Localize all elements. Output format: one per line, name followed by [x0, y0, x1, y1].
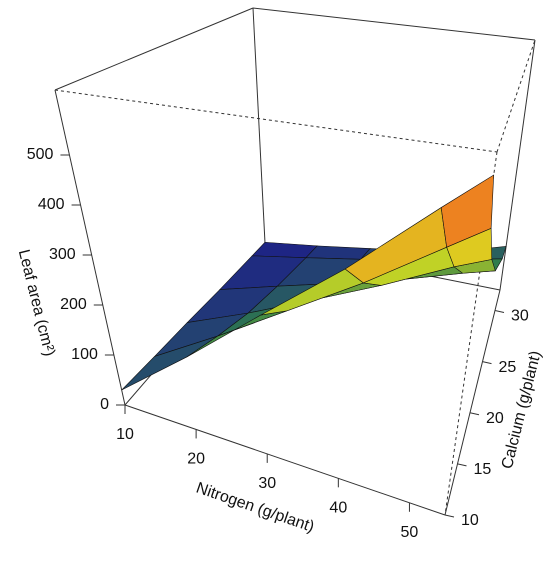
z-tick-label: 400 [38, 196, 65, 213]
y-tick-label: 25 [499, 359, 517, 376]
x-tick-label: 30 [258, 475, 276, 492]
z-axis-title: Leaf area (cm²) [15, 248, 58, 358]
surface-patch [251, 241, 318, 259]
z-tick-label: 300 [49, 246, 76, 263]
box-edge [496, 39, 536, 153]
y-tick-label: 30 [511, 308, 529, 325]
y-tick-label: 15 [474, 461, 492, 478]
surface-patch [440, 174, 495, 248]
box-edge [54, 89, 498, 153]
z-tick-label: 500 [27, 146, 54, 163]
box-edge [54, 89, 126, 406]
z-tick-label: 0 [100, 396, 109, 413]
x-tick-label: 40 [329, 500, 347, 517]
y-tick-label: 20 [486, 410, 504, 427]
box-edge [124, 404, 446, 516]
box-edge [252, 7, 266, 244]
box-edge [444, 289, 501, 516]
y-tick-label: 10 [461, 512, 479, 529]
y-tick [444, 514, 455, 518]
x-axis-title: Nitrogen (g/plant) [194, 480, 316, 536]
x-tick-label: 20 [187, 451, 205, 468]
box-edge [54, 7, 254, 91]
y-tick [469, 412, 480, 416]
y-tick [494, 309, 505, 313]
x-tick-label: 10 [116, 426, 134, 443]
x-tick-label: 50 [401, 524, 419, 541]
y-tick [482, 361, 492, 365]
surface [121, 174, 507, 391]
box-edge [252, 7, 536, 41]
box-edge [499, 39, 536, 291]
y-tick [457, 463, 467, 467]
z-tick-label: 100 [71, 346, 98, 363]
surface-patch [305, 245, 371, 260]
z-tick-label: 200 [60, 296, 87, 313]
